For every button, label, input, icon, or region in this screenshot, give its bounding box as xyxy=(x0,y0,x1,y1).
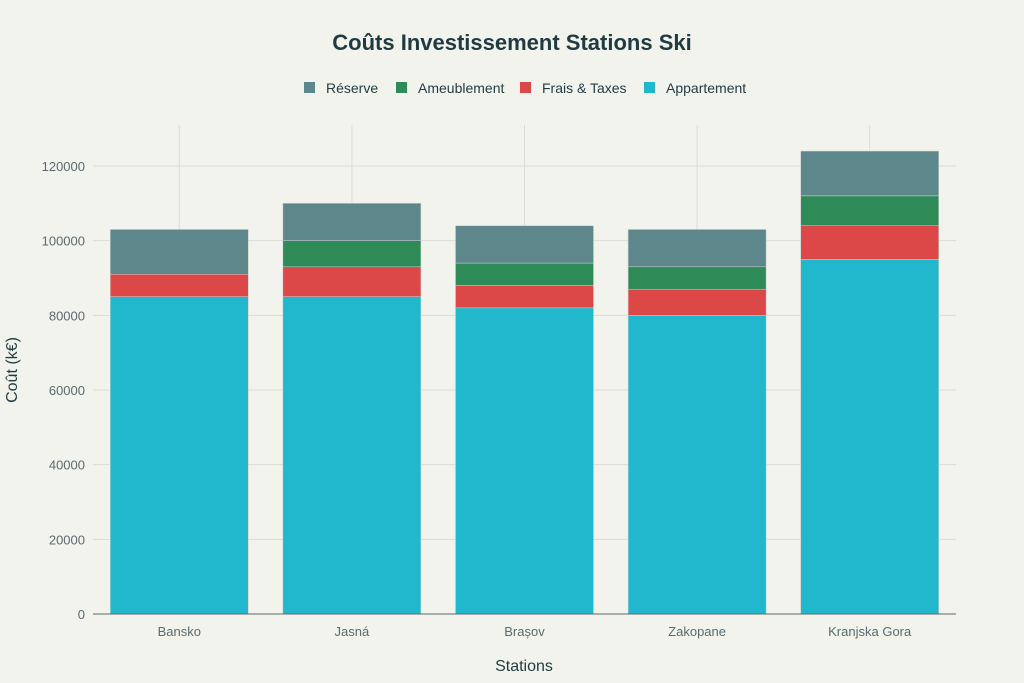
legend-label: Frais & Taxes xyxy=(542,80,627,96)
legend-swatch xyxy=(396,82,407,93)
y-tick-label: 40000 xyxy=(49,458,85,473)
bar-ameublement xyxy=(455,262,594,286)
legend-label: Réserve xyxy=(326,80,378,96)
x-tick-label: Zakopane xyxy=(668,624,726,639)
bar-appartement xyxy=(282,296,422,615)
bar-appartement xyxy=(110,296,249,615)
bar-r-serve xyxy=(800,150,939,197)
legend: Réserve Ameublement Frais & Taxes Apparteme… xyxy=(304,80,746,96)
bar-frais-taxes xyxy=(800,225,939,260)
y-tick-label: 60000 xyxy=(49,383,85,398)
bar-frais-taxes xyxy=(282,266,422,297)
legend-swatch xyxy=(304,82,315,93)
bar-frais-taxes xyxy=(455,285,594,309)
y-axis-title: Coût (k€) xyxy=(4,337,21,403)
chart-title: Coûts Investissement Stations Ski xyxy=(332,30,691,55)
legend-label: Appartement xyxy=(666,80,746,96)
bar-appartement xyxy=(455,307,594,615)
bar-ameublement xyxy=(627,266,767,290)
bar-r-serve xyxy=(627,229,767,268)
y-tick-label: 100000 xyxy=(42,234,85,249)
legend-swatch xyxy=(644,82,655,93)
x-tick-label: Bansko xyxy=(158,624,201,639)
bar-ameublement xyxy=(282,240,422,268)
x-tick-label: Jasná xyxy=(335,624,370,639)
x-tick-label: Brașov xyxy=(504,624,545,639)
y-tick-label: 120000 xyxy=(42,159,85,174)
x-axis-title: Stations xyxy=(495,658,553,675)
legend-label: Ameublement xyxy=(418,80,504,96)
bar-ameublement xyxy=(800,195,939,226)
y-tick-label: 20000 xyxy=(49,532,85,547)
bars xyxy=(110,150,939,615)
x-tick-label: Kranjska Gora xyxy=(828,624,912,639)
bar-frais-taxes xyxy=(110,274,249,297)
axes: 0 20000 40000 60000 80000 100000 120000 Bansko J… xyxy=(42,159,956,639)
y-tick-label: 80000 xyxy=(49,308,85,323)
bar-r-serve xyxy=(282,203,422,241)
bar-r-serve xyxy=(110,229,249,275)
bar-appartement xyxy=(800,259,939,615)
bar-r-serve xyxy=(455,225,594,264)
y-tick-label: 0 xyxy=(78,607,85,622)
bar-appartement xyxy=(627,315,767,615)
legend-swatch xyxy=(520,82,531,93)
bar-frais-taxes xyxy=(627,288,767,316)
